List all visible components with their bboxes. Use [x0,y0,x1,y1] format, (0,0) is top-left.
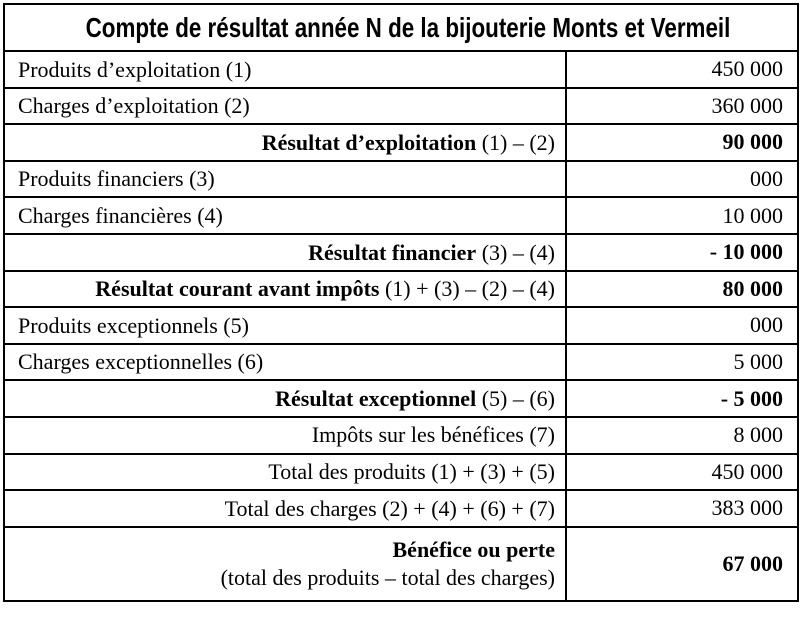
row-label: Charges financières (4) [3,196,567,235]
row-label-bold: Résultat courant avant impôts [95,276,380,302]
row-label-bold: Résultat d’exploitation [261,129,477,155]
row-value: 000 [564,159,800,199]
row-label-text: Impôts sur les bénéfices (7) [311,422,555,448]
table-row-resultat-financier: Résultat financier (3) – (4) - 10 000 [3,232,800,272]
table-row-total-des-charges: Total des charges (2) + (4) + (6) + (7) … [3,489,800,528]
row-label-text: Charges d’exploitation (2) [18,93,250,119]
row-value: 000 [564,306,800,345]
row-label: Total des charges (2) + (4) + (6) + (7) [3,489,567,528]
table-row-resultat-exploitation: Résultat d’exploitation (1) – (2) 90 000 [3,123,800,162]
row-value: 67 000 [564,525,800,602]
row-label-text: Charges financières (4) [18,202,223,228]
row-label-text: Total des charges (2) + (4) + (6) + (7) [224,495,555,521]
row-value: - 10 000 [564,232,800,272]
row-label: Produits d’exploitation (1) [3,50,567,89]
table-row-resultat-exceptionnel: Résultat exceptionnel (5) – (6) - 5 000 [3,379,800,418]
row-label: Produits exceptionnels (5) [3,306,567,345]
row-label-bold: Résultat exceptionnel [275,385,477,411]
row-label-text: Produits d’exploitation (1) [18,56,252,82]
table-row-impots-sur-les-benefices: Impôts sur les bénéfices (7) 8 000 [3,415,800,455]
row-value: - 5 000 [564,379,800,418]
row-label-text: Produits financiers (3) [18,166,215,192]
row-label: Charges d’exploitation (2) [3,86,567,126]
row-label: Résultat courant avant impôts (1) + (3) … [3,269,567,309]
row-label: Charges exceptionnelles (6) [3,342,567,382]
table-row-produits-exceptionnels: Produits exceptionnels (5) 000 [3,306,800,345]
row-label-text: (1) + (3) – (2) – (4) [379,276,555,302]
table-row-resultat-courant-avant-impots: Résultat courant avant impôts (1) + (3) … [3,269,800,309]
row-value: 8 000 [564,415,800,455]
row-value: 383 000 [564,489,800,528]
table-row-total-des-produits: Total des produits (1) + (3) + (5) 450 0… [3,452,800,492]
row-label-bold: Résultat financier [308,239,477,265]
income-statement-table: Compte de résultat année N de la bijoute… [2,3,800,602]
table-title: Compte de résultat année N de la bijoute… [85,11,731,43]
row-label-bold: Bénéfice ou perte [392,537,556,563]
row-value: 360 000 [564,86,800,126]
row-value: 450 000 [564,50,800,89]
row-label-line2: (total des produits – total des charges) [220,564,555,590]
table-row-charges-exceptionnelles: Charges exceptionnelles (6) 5 000 [3,342,800,382]
row-label: Résultat financier (3) – (4) [3,232,567,272]
row-label: Total des produits (1) + (3) + (5) [3,452,567,492]
row-value: 5 000 [564,342,800,382]
row-value: 10 000 [564,196,800,235]
row-label-text: (3) – (4) [476,239,555,265]
row-label: Bénéfice ou perte (total des produits – t… [3,525,567,602]
table-title-cell: Compte de résultat année N de la bijoute… [2,3,800,52]
row-value: 80 000 [564,269,800,309]
row-label: Résultat exceptionnel (5) – (6) [3,379,567,418]
row-value: 90 000 [564,123,800,162]
row-label-text: Produits exceptionnels (5) [18,312,249,338]
title-row: Compte de résultat année N de la bijoute… [2,3,800,52]
table-row-charges-financieres: Charges financières (4) 10 000 [3,196,800,235]
table-row-produits-exploitation: Produits d’exploitation (1) 450 000 [3,50,800,89]
row-label-text: (5) – (6) [476,385,555,411]
row-label: Résultat d’exploitation (1) – (2) [3,123,567,162]
row-label-text: Total des produits (1) + (3) + (5) [268,459,555,485]
row-label-text: (1) – (2) [476,129,555,155]
row-label-text: Charges exceptionnelles (6) [18,349,264,375]
row-label: Impôts sur les bénéfices (7) [3,415,567,455]
row-value: 450 000 [564,452,800,492]
row-label: Produits financiers (3) [3,159,567,199]
table-row-produits-financiers: Produits financiers (3) 000 [3,159,800,199]
table-row-charges-exploitation: Charges d’exploitation (2) 360 000 [3,86,800,126]
table-row-benefice-ou-perte: Bénéfice ou perte (total des produits – t… [3,525,800,602]
